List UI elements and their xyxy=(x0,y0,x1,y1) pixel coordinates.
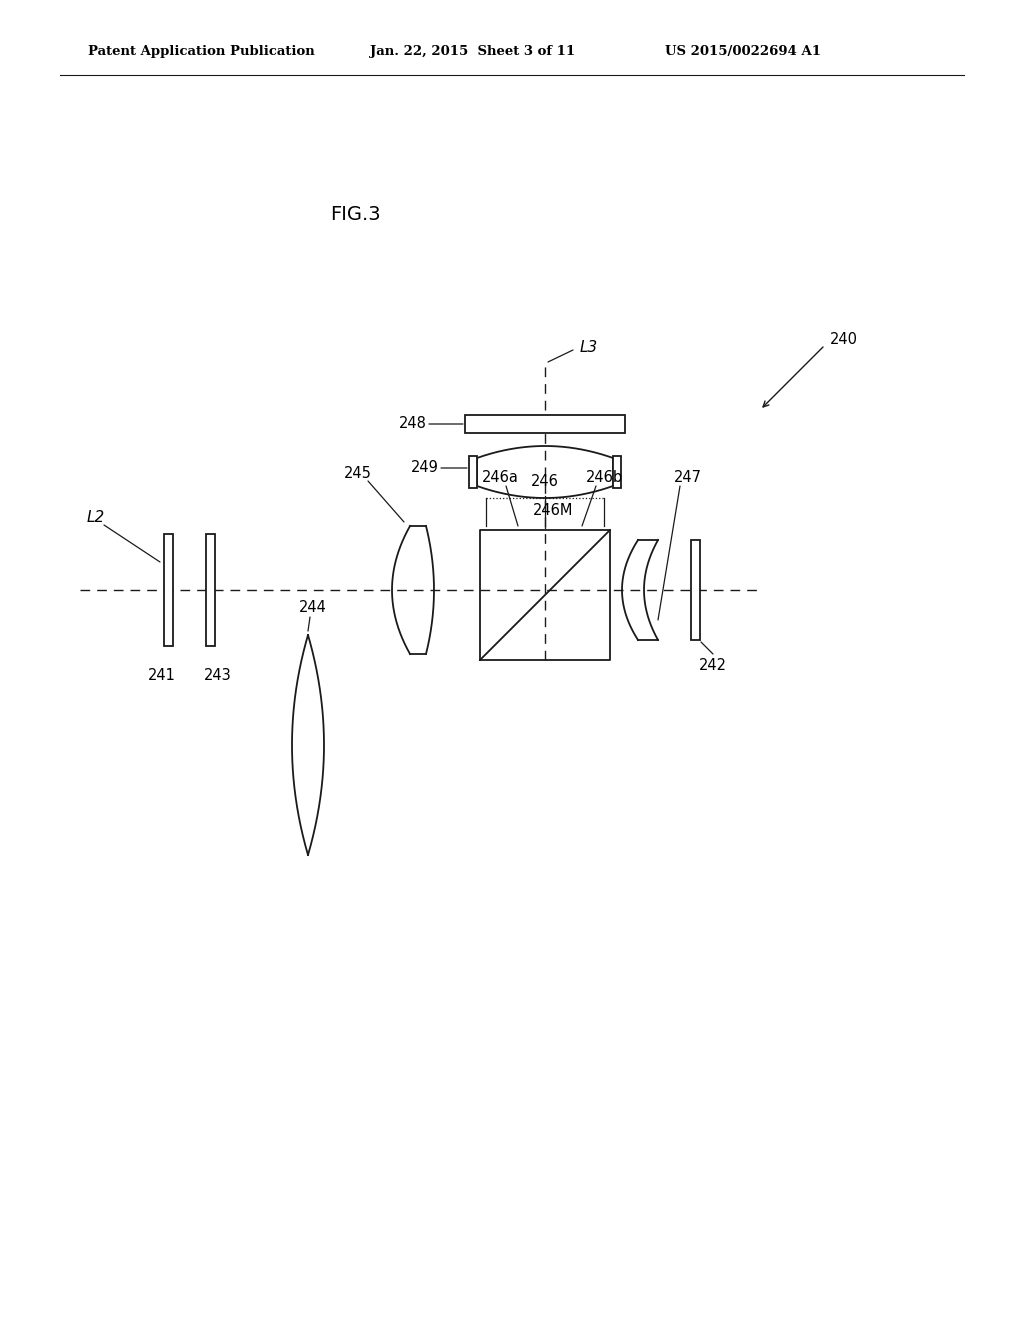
Bar xyxy=(465,414,625,433)
Text: 242: 242 xyxy=(699,657,727,672)
Text: 247: 247 xyxy=(674,470,702,486)
Text: 249: 249 xyxy=(411,461,439,475)
Bar xyxy=(206,535,214,645)
Bar xyxy=(690,540,699,640)
Bar xyxy=(469,455,477,488)
Text: L3: L3 xyxy=(580,341,598,355)
Text: L2: L2 xyxy=(87,511,105,525)
Bar xyxy=(613,455,621,488)
Text: 240: 240 xyxy=(830,333,858,347)
Text: 245: 245 xyxy=(344,466,372,482)
Text: 246b: 246b xyxy=(586,470,623,486)
Text: Patent Application Publication: Patent Application Publication xyxy=(88,45,314,58)
Bar xyxy=(164,535,172,645)
Text: 248: 248 xyxy=(399,417,427,432)
Text: FIG.3: FIG.3 xyxy=(330,206,380,224)
Text: 246a: 246a xyxy=(481,470,518,486)
Text: Jan. 22, 2015  Sheet 3 of 11: Jan. 22, 2015 Sheet 3 of 11 xyxy=(370,45,575,58)
Text: 246: 246 xyxy=(531,474,559,490)
Text: 241: 241 xyxy=(148,668,176,682)
Text: 243: 243 xyxy=(204,668,231,682)
Text: 246M: 246M xyxy=(532,503,573,517)
Text: US 2015/0022694 A1: US 2015/0022694 A1 xyxy=(665,45,821,58)
Text: 244: 244 xyxy=(299,599,327,615)
